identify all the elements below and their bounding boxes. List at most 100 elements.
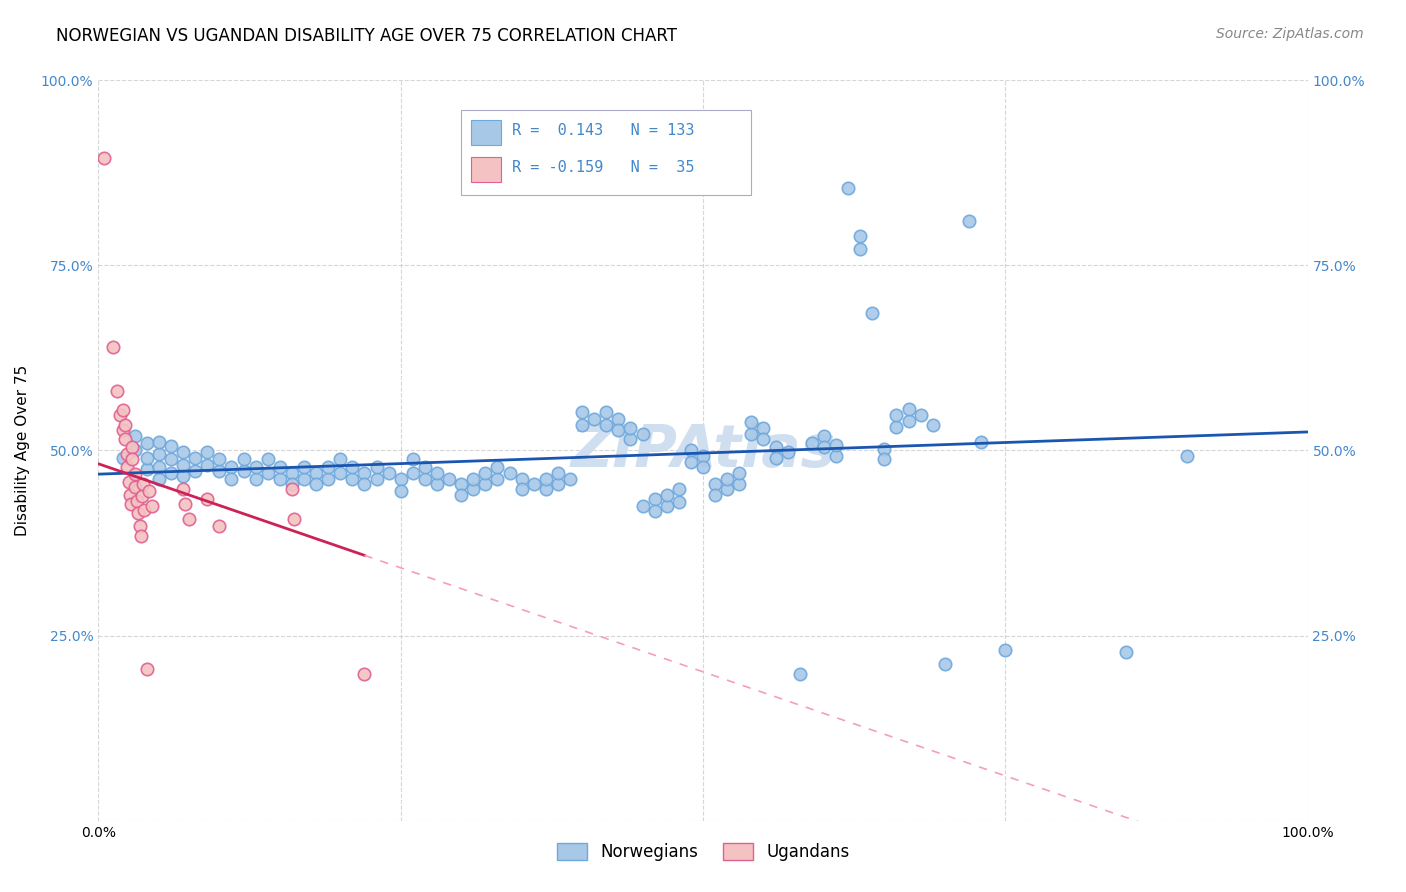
Point	[450, 476, 472, 491]
Point	[111, 402, 134, 417]
Point	[873, 452, 896, 467]
Point	[547, 466, 569, 480]
Point	[148, 434, 170, 449]
Point	[607, 411, 630, 425]
Point	[174, 497, 197, 511]
Text: ZIPAtlas: ZIPAtlas	[571, 422, 835, 479]
FancyBboxPatch shape	[471, 156, 501, 183]
Point	[402, 466, 425, 480]
Point	[547, 476, 569, 491]
Point	[728, 466, 751, 480]
Point	[510, 472, 533, 486]
Point	[172, 445, 194, 459]
Point	[655, 488, 678, 502]
Text: Source: ZipAtlas.com: Source: ZipAtlas.com	[1216, 27, 1364, 41]
Point	[131, 489, 153, 503]
Point	[1115, 645, 1137, 659]
Point	[523, 476, 546, 491]
FancyBboxPatch shape	[471, 120, 501, 145]
Point	[886, 419, 908, 434]
Point	[172, 458, 194, 473]
Point	[127, 493, 149, 508]
Point	[837, 180, 859, 194]
Legend: Norwegians, Ugandans: Norwegians, Ugandans	[550, 837, 856, 868]
Point	[135, 436, 157, 450]
Point	[668, 495, 690, 509]
Point	[595, 417, 617, 432]
Point	[232, 452, 254, 467]
Point	[281, 466, 304, 480]
Point	[108, 408, 131, 422]
Y-axis label: Disability Age Over 75: Disability Age Over 75	[15, 365, 30, 536]
Point	[124, 467, 146, 482]
Point	[117, 447, 139, 461]
Point	[619, 421, 641, 435]
Point	[765, 450, 787, 465]
Point	[184, 450, 207, 465]
Text: NORWEGIAN VS UGANDAN DISABILITY AGE OVER 75 CORRELATION CHART: NORWEGIAN VS UGANDAN DISABILITY AGE OVER…	[56, 27, 678, 45]
Point	[305, 466, 328, 480]
Point	[716, 482, 738, 496]
Point	[269, 459, 291, 474]
Point	[897, 414, 920, 428]
Point	[132, 476, 155, 491]
Point	[752, 421, 775, 435]
Point	[342, 472, 364, 486]
Text: R =  0.143   N = 133: R = 0.143 N = 133	[512, 123, 695, 138]
Point	[148, 447, 170, 461]
Point	[825, 450, 848, 464]
Point	[105, 384, 128, 399]
Point	[353, 466, 375, 480]
Point	[679, 443, 702, 458]
Point	[148, 472, 170, 486]
Point	[221, 459, 243, 474]
Point	[111, 423, 134, 437]
Point	[740, 415, 762, 429]
Point	[970, 434, 993, 449]
Point	[377, 466, 399, 480]
Point	[595, 405, 617, 419]
Point	[93, 151, 115, 165]
Point	[957, 214, 980, 228]
Point	[486, 472, 509, 486]
Point	[160, 452, 183, 467]
Point	[329, 452, 352, 467]
Point	[283, 511, 305, 525]
Point	[127, 507, 149, 521]
Point	[994, 643, 1017, 657]
Point	[413, 459, 436, 474]
Point	[921, 417, 943, 432]
Point	[558, 472, 581, 486]
Point	[118, 488, 141, 502]
Point	[124, 428, 146, 442]
Point	[281, 476, 304, 491]
Point	[679, 454, 702, 468]
Point	[886, 408, 908, 422]
Point	[800, 436, 823, 450]
Point	[474, 466, 496, 480]
Point	[583, 411, 606, 425]
Point	[776, 445, 799, 459]
Point	[141, 499, 163, 513]
Point	[474, 476, 496, 491]
Text: R = -0.159   N =  35: R = -0.159 N = 35	[512, 161, 695, 175]
Point	[232, 464, 254, 478]
Point	[644, 491, 666, 506]
Point	[860, 306, 883, 320]
Point	[256, 466, 278, 480]
Point	[329, 466, 352, 480]
Point	[221, 472, 243, 486]
Point	[366, 472, 388, 486]
Point	[245, 472, 267, 486]
Point	[813, 440, 835, 454]
Point	[789, 667, 811, 681]
Point	[934, 657, 956, 671]
Point	[897, 402, 920, 417]
Point	[716, 472, 738, 486]
Point	[668, 482, 690, 496]
Point	[426, 466, 449, 480]
Point	[692, 459, 714, 474]
Point	[124, 443, 146, 458]
Point	[813, 428, 835, 442]
Point	[849, 228, 872, 243]
